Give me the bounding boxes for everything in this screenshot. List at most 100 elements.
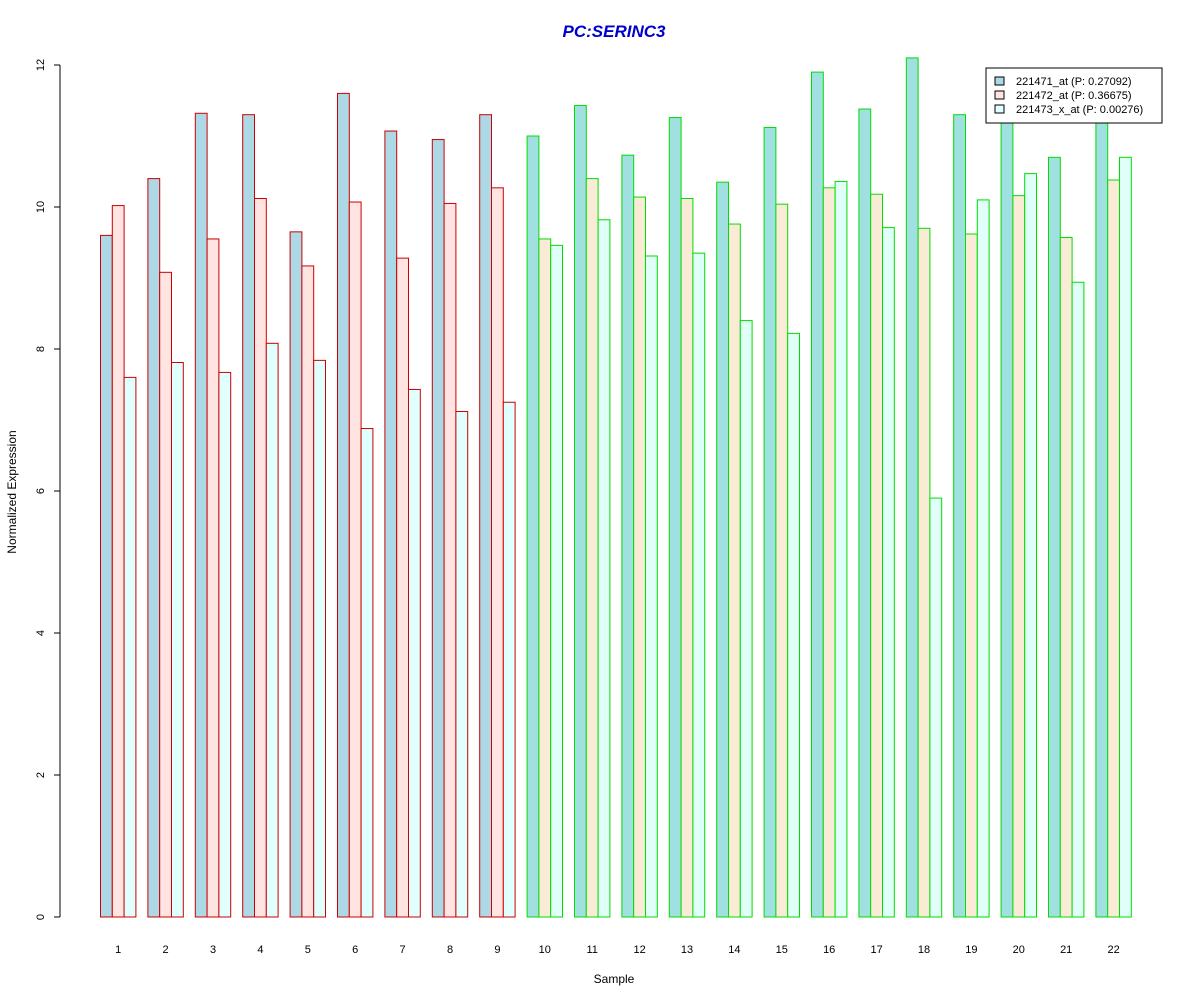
bar-sample-6-series-1 <box>337 92 350 918</box>
bar-sample-17-series-2 <box>870 193 884 918</box>
bar-sample-16-series-1 <box>811 71 824 918</box>
bar-sample-15-series-2 <box>775 203 789 918</box>
x-tick-label: 4 <box>257 944 263 956</box>
y-tick-label: 6 <box>35 488 47 494</box>
bar-sample-13-series-1 <box>668 117 682 918</box>
bar-sample-19-series-2 <box>965 233 978 918</box>
bar-sample-15-series-3 <box>787 332 801 918</box>
bar-sample-1-series-2 <box>111 205 125 918</box>
y-axis: 0 2 4 6 8 10 12 <box>35 59 61 920</box>
x-tick-label: 11 <box>586 944 597 956</box>
y-axis-label: Normalized Expression <box>5 430 19 553</box>
x-tick-label: 10 <box>539 944 551 956</box>
bars <box>100 57 1132 918</box>
bar-sample-13-series-3 <box>692 252 706 918</box>
bar-sample-4-series-2 <box>254 197 267 918</box>
x-tick-label: 18 <box>918 944 930 956</box>
bar-sample-9-series-2 <box>491 187 504 918</box>
legend-swatch <box>994 90 1005 100</box>
bar-sample-17-series-1 <box>858 108 872 918</box>
bar-sample-18-series-3 <box>929 497 943 918</box>
bar-sample-16-series-3 <box>834 180 848 918</box>
x-tick-label: 20 <box>1013 944 1025 956</box>
legend-entry: 221471_at (P: 0.27092) <box>1016 76 1132 88</box>
bar-sample-16-series-2 <box>822 187 836 918</box>
y-tick-label: 8 <box>35 346 47 352</box>
legend-swatch <box>994 76 1005 86</box>
x-axis-label: Sample <box>594 972 635 986</box>
bar-sample-18-series-1 <box>905 57 919 918</box>
x-tick-label: 3 <box>210 944 216 956</box>
x-tick-label: 2 <box>163 944 169 956</box>
legend: 221471_at (P: 0.27092) 221472_at (P: 0.36… <box>985 67 1163 124</box>
bar-sample-2-series-1 <box>147 178 161 918</box>
bar-sample-9-series-1 <box>479 114 493 918</box>
x-tick-label: 21 <box>1060 944 1072 956</box>
x-tick-label: 14 <box>728 944 740 956</box>
bar-sample-12-series-2 <box>633 196 647 918</box>
bar-sample-2-series-2 <box>159 271 172 918</box>
bar-sample-22-series-1 <box>1095 100 1109 918</box>
bar-sample-22-series-3 <box>1119 156 1132 918</box>
bar-sample-20-series-1 <box>1000 100 1014 918</box>
bar-sample-3-series-1 <box>194 112 208 918</box>
x-tick-label: 8 <box>447 944 453 956</box>
bar-sample-14-series-2 <box>728 223 741 918</box>
x-tick-label: 9 <box>494 944 500 956</box>
bar-sample-12-series-1 <box>621 154 635 918</box>
bar-sample-7-series-2 <box>396 257 410 918</box>
bar-sample-5-series-1 <box>289 231 303 918</box>
bar-sample-4-series-1 <box>242 114 255 918</box>
bar-sample-10-series-3 <box>550 244 564 918</box>
bar-sample-6-series-2 <box>348 201 362 918</box>
x-tick-label: 1 <box>115 944 121 956</box>
bar-sample-10-series-1 <box>526 135 540 918</box>
bar-sample-11-series-1 <box>574 104 587 918</box>
bar-sample-7-series-3 <box>408 388 421 918</box>
bar-sample-2-series-3 <box>171 361 184 918</box>
bar-sample-21-series-1 <box>1048 156 1061 918</box>
bar-sample-21-series-2 <box>1059 237 1073 918</box>
legend-box <box>985 67 1163 124</box>
bar-sample-1-series-3 <box>123 376 137 918</box>
bar-sample-22-series-2 <box>1107 179 1120 918</box>
bar-sample-13-series-2 <box>680 197 694 918</box>
bar-sample-3-series-2 <box>206 238 220 918</box>
bar-sample-19-series-3 <box>976 199 990 918</box>
bar-sample-17-series-3 <box>882 227 895 918</box>
x-tick-label: 22 <box>1107 944 1119 956</box>
bar-sample-20-series-3 <box>1024 173 1037 918</box>
bar-sample-11-series-2 <box>585 178 599 918</box>
x-tick-label: 15 <box>776 944 788 956</box>
chart-title: PC:SERINC3 <box>563 22 667 41</box>
x-tick-label: 6 <box>352 944 358 956</box>
y-tick-label: 4 <box>35 630 47 636</box>
bar-sample-5-series-3 <box>313 359 327 918</box>
bar-sample-21-series-3 <box>1071 281 1085 918</box>
x-tick-labels: 1 2 3 4 5 6 7 8 9 10 11 12 13 14 15 16 17 18 19 20 21 22 <box>115 944 1120 956</box>
x-tick-label: 19 <box>965 944 977 956</box>
bar-sample-14-series-1 <box>716 181 730 918</box>
bar-sample-18-series-2 <box>917 227 931 918</box>
y-tick-label: 2 <box>35 772 47 778</box>
bar-sample-20-series-2 <box>1012 195 1026 918</box>
x-tick-label: 12 <box>633 944 645 956</box>
bar-sample-8-series-2 <box>443 202 457 918</box>
bar-sample-9-series-3 <box>502 401 516 918</box>
y-tick-label: 0 <box>35 914 47 920</box>
y-tick-label: 10 <box>35 201 47 213</box>
x-tick-label: 17 <box>870 944 882 956</box>
bar-sample-14-series-3 <box>739 320 753 918</box>
bar-sample-1-series-1 <box>100 234 113 918</box>
bar-sample-12-series-3 <box>645 255 658 918</box>
bar-sample-8-series-1 <box>431 139 445 918</box>
x-tick-label: 16 <box>823 944 835 956</box>
legend-swatch <box>994 104 1005 114</box>
legend-entry: 221473_x_at (P: 0.00276) <box>1016 104 1143 116</box>
bar-sample-3-series-3 <box>218 371 232 918</box>
legend-entry: 221472_at (P: 0.36675) <box>1016 90 1132 102</box>
bar-sample-8-series-3 <box>455 410 469 918</box>
x-tick-label: 13 <box>681 944 693 956</box>
bar-sample-5-series-2 <box>301 265 315 918</box>
